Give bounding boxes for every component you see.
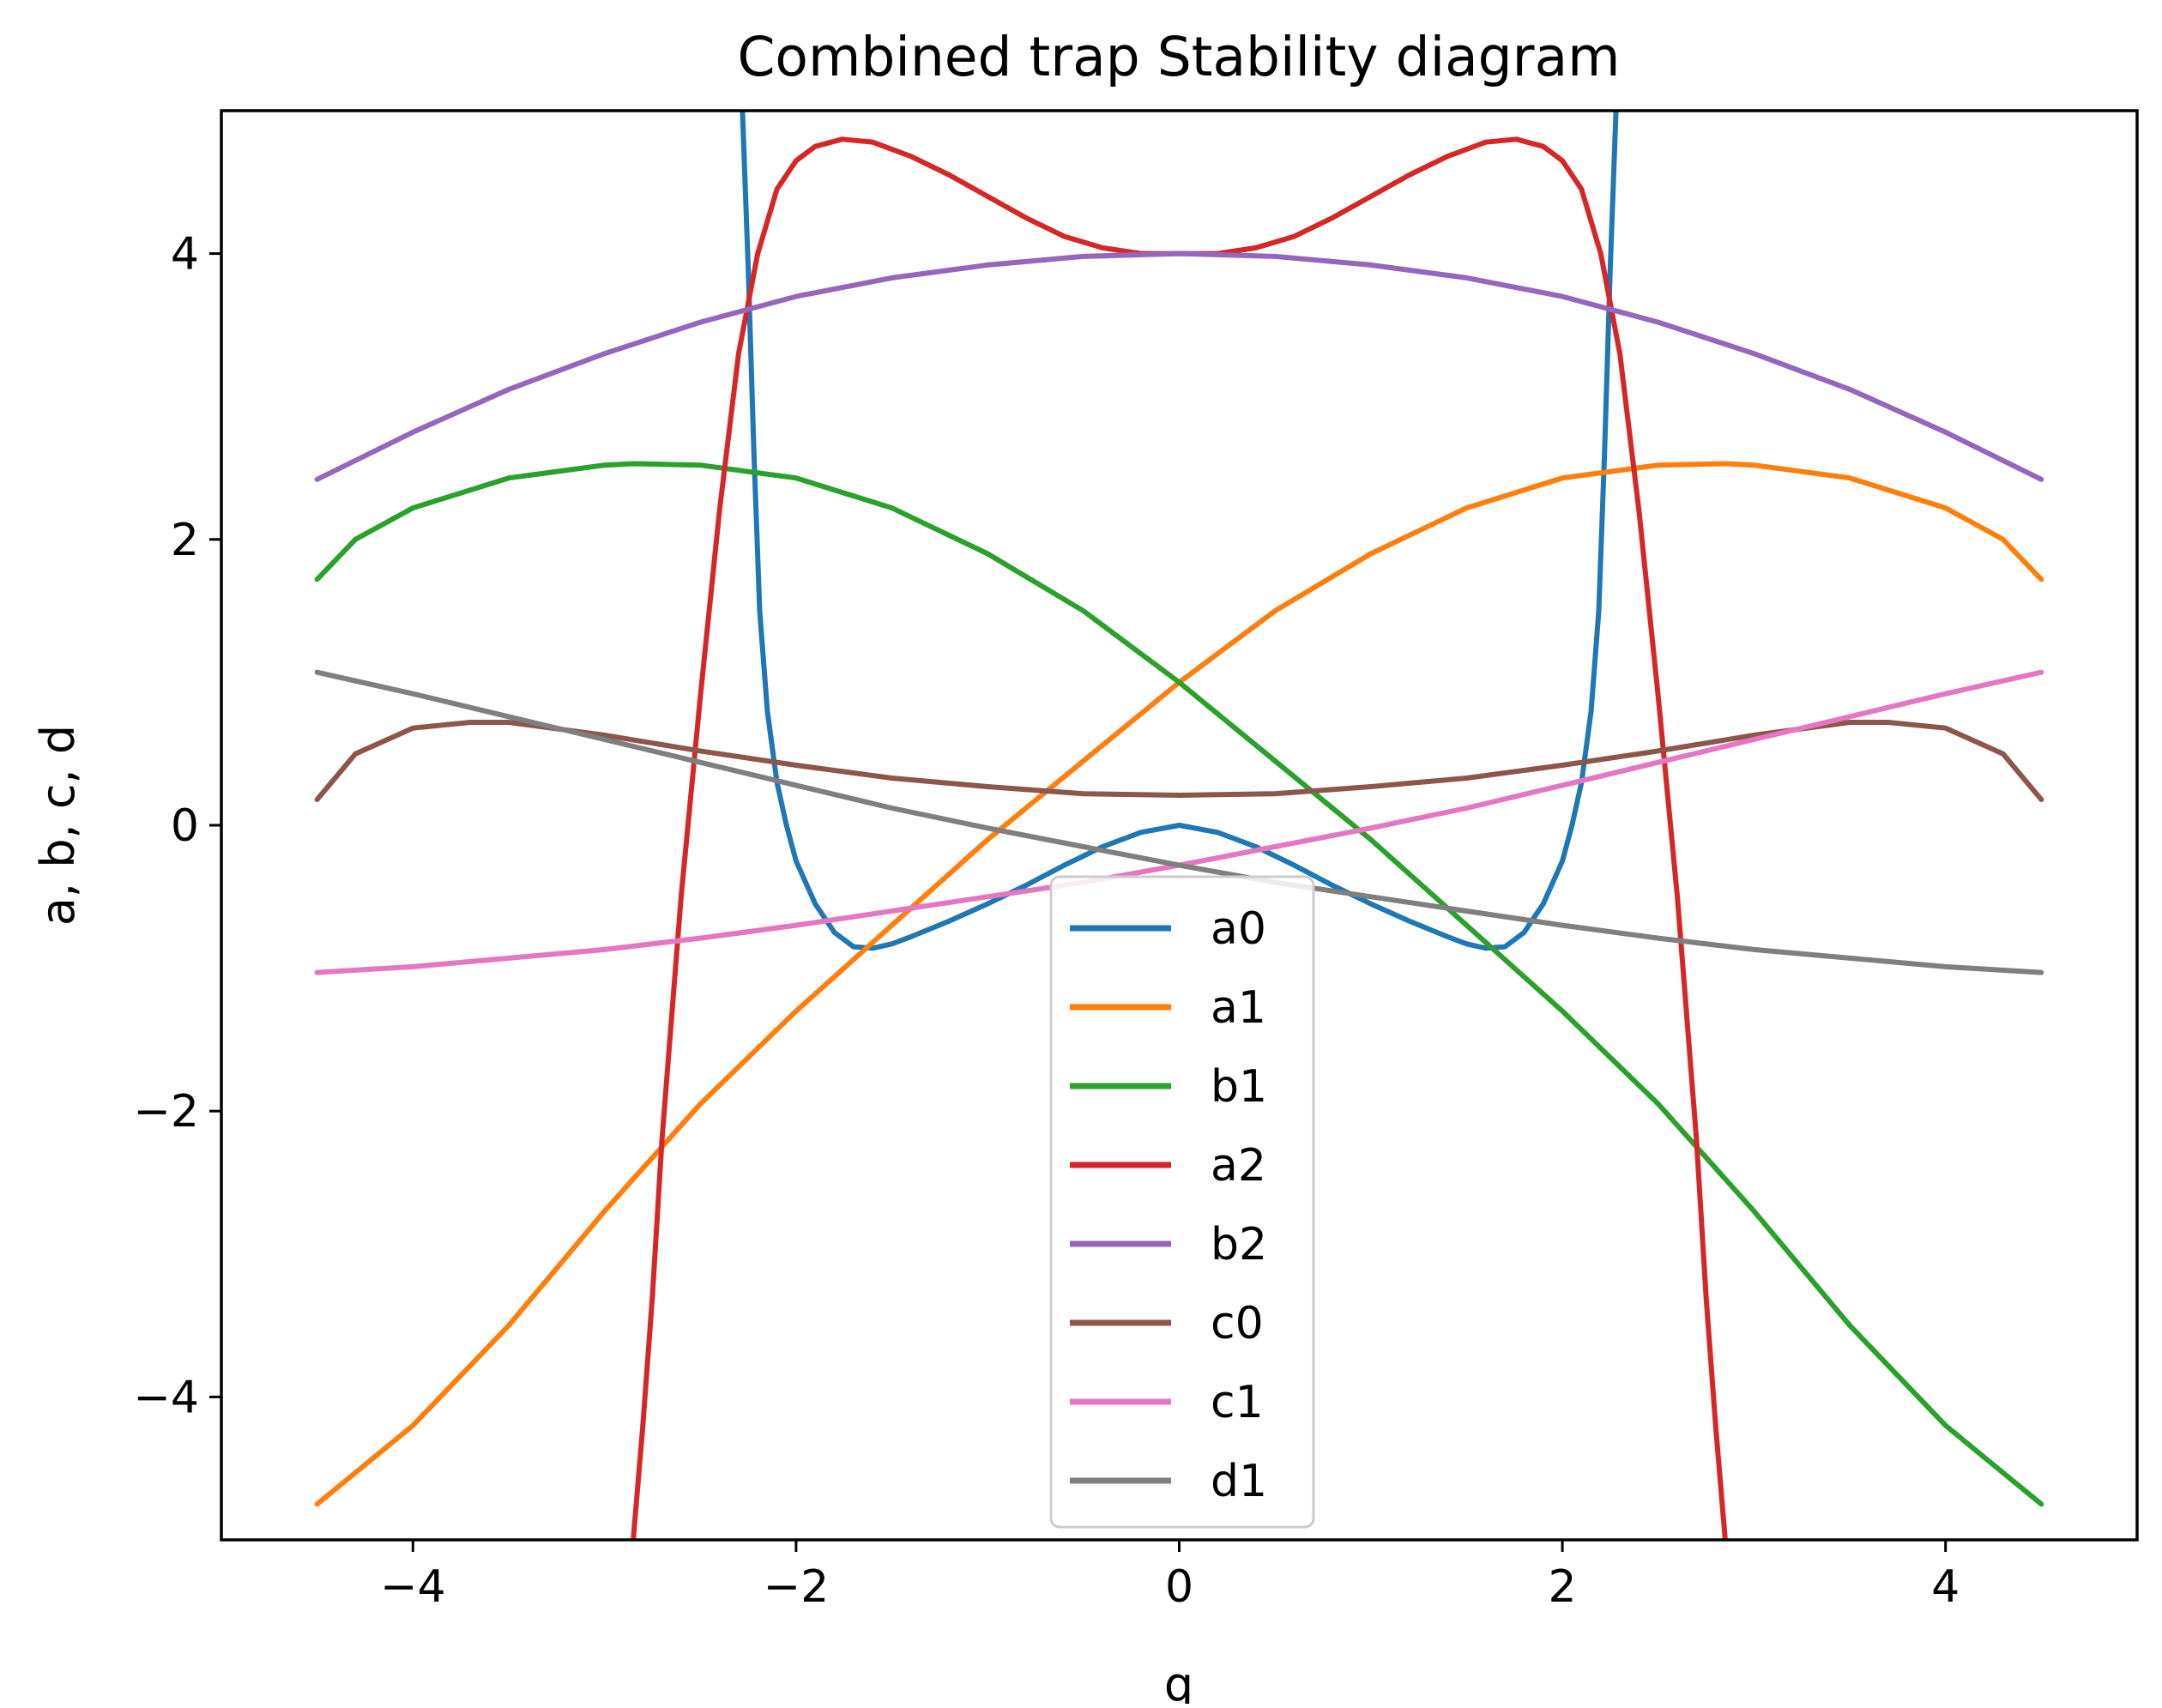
series-line-a0 (740, 111, 1619, 951)
series-line-b2 (314, 250, 2044, 482)
legend-label-c1: c1 (1211, 1377, 1264, 1428)
x-tick-label: −4 (380, 1561, 446, 1613)
legend-label-b1: b1 (1211, 1061, 1267, 1113)
x-tick-label: 2 (1549, 1561, 1577, 1613)
legend-label-a0: a0 (1211, 903, 1266, 955)
y-tick-label: −4 (133, 1372, 199, 1423)
legend: a0 a1 b1 a2 b2 c0 c1 d1 (1049, 875, 1315, 1529)
x-axis: −4 −2 0 2 4 (380, 1540, 1960, 1613)
series-line-d1 (314, 669, 2044, 975)
x-axis-label: q (1164, 1657, 1193, 1704)
x-tick-label: 4 (1931, 1561, 1960, 1613)
y-tick-label: −2 (133, 1086, 199, 1138)
series-line-a1 (314, 461, 2044, 1507)
legend-label-c0: c0 (1211, 1298, 1264, 1349)
y-axis-label: a, b, c, d (31, 725, 85, 926)
legend-box (1049, 875, 1315, 1529)
y-tick-label: 2 (171, 515, 199, 566)
series-layer (314, 111, 2044, 1540)
x-tick-label: 0 (1165, 1561, 1193, 1613)
series-line-b1 (314, 461, 2044, 1507)
legend-label-a2: a2 (1211, 1140, 1266, 1192)
series-line-c0 (314, 720, 2044, 802)
legend-label-d1: d1 (1211, 1456, 1267, 1507)
y-tick-label: 0 (171, 800, 199, 852)
chart-title: Combined trap Stability diagram (737, 26, 1620, 88)
y-tick-label: 4 (171, 229, 199, 281)
legend-label-b2: b2 (1211, 1219, 1267, 1270)
legend-label-a1: a1 (1211, 982, 1266, 1034)
x-tick-label: −2 (764, 1561, 830, 1613)
y-axis: −4 −2 0 2 4 (133, 229, 221, 1423)
